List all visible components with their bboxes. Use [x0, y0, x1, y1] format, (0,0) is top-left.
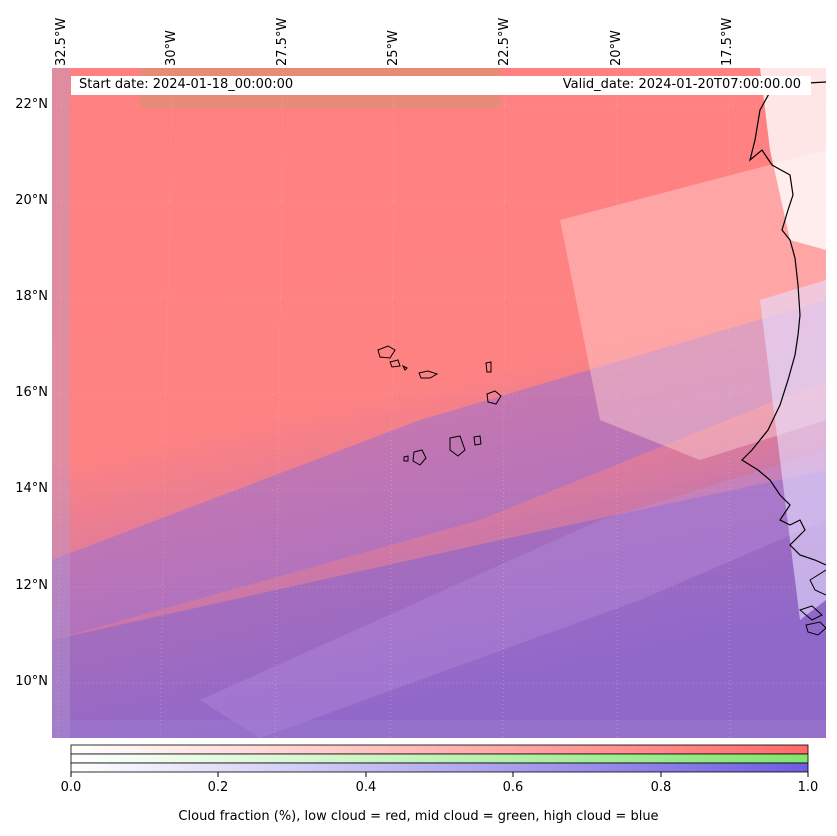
longitude-label: 20°W — [609, 30, 624, 66]
colorbar-high-cloud — [70, 762, 809, 773]
date-banner: Start date: 2024-01-18_00:00:00 Valid_da… — [71, 76, 811, 95]
thin-cloud-area — [760, 280, 826, 620]
latitude-label: 10°N — [15, 674, 48, 689]
coastline — [741, 81, 826, 566]
edge-fade — [52, 720, 826, 738]
edge-fade — [52, 68, 70, 738]
longitude-label: 30°W — [164, 30, 179, 66]
longitude-label: 32.5°W — [54, 17, 69, 66]
colorbar-tick-label: 1.0 — [797, 780, 819, 795]
high-cloud-band — [52, 470, 826, 738]
cape-verde-islands — [377, 345, 502, 466]
colorbar-tick-label: 0.4 — [355, 780, 377, 795]
start-date-text: Start date: 2024-01-18_00:00:00 — [79, 77, 294, 92]
longitude-label: 22.5°W — [497, 17, 512, 66]
colorbar-mid-cloud — [70, 753, 809, 764]
longitude-label: 25°W — [386, 30, 401, 66]
colorbar-tick-label: 0.2 — [207, 780, 229, 795]
high-cloud-band — [52, 300, 826, 640]
latitude-label: 22°N — [15, 97, 48, 112]
latitude-label: 20°N — [15, 193, 48, 208]
graticule — [52, 68, 826, 738]
colorbar-label: Cloud fraction (%), low cloud = red, mid… — [178, 809, 659, 824]
colorbar — [70, 744, 809, 777]
latitude-label: 14°N — [15, 481, 48, 496]
colorbar-tick-label: 0.8 — [650, 780, 672, 795]
longitude-label: 17.5°W — [720, 17, 735, 66]
land-area — [760, 68, 826, 250]
coastline — [798, 569, 826, 636]
latitude-label: 12°N — [15, 578, 48, 593]
colorbar-low-cloud — [70, 744, 809, 755]
high-cloud-streak — [200, 450, 826, 738]
longitude-label: 27.5°W — [275, 17, 290, 66]
latitude-label: 18°N — [15, 289, 48, 304]
colorbar-tick-label: 0.6 — [502, 780, 524, 795]
colorbar-tick-label: 0.0 — [60, 780, 82, 795]
thin-cloud-area — [560, 150, 826, 460]
valid-date-text: Valid_date: 2024-01-20T07:00:00.00 — [562, 77, 801, 92]
latitude-label: 16°N — [15, 385, 48, 400]
cloud-field — [52, 68, 826, 738]
